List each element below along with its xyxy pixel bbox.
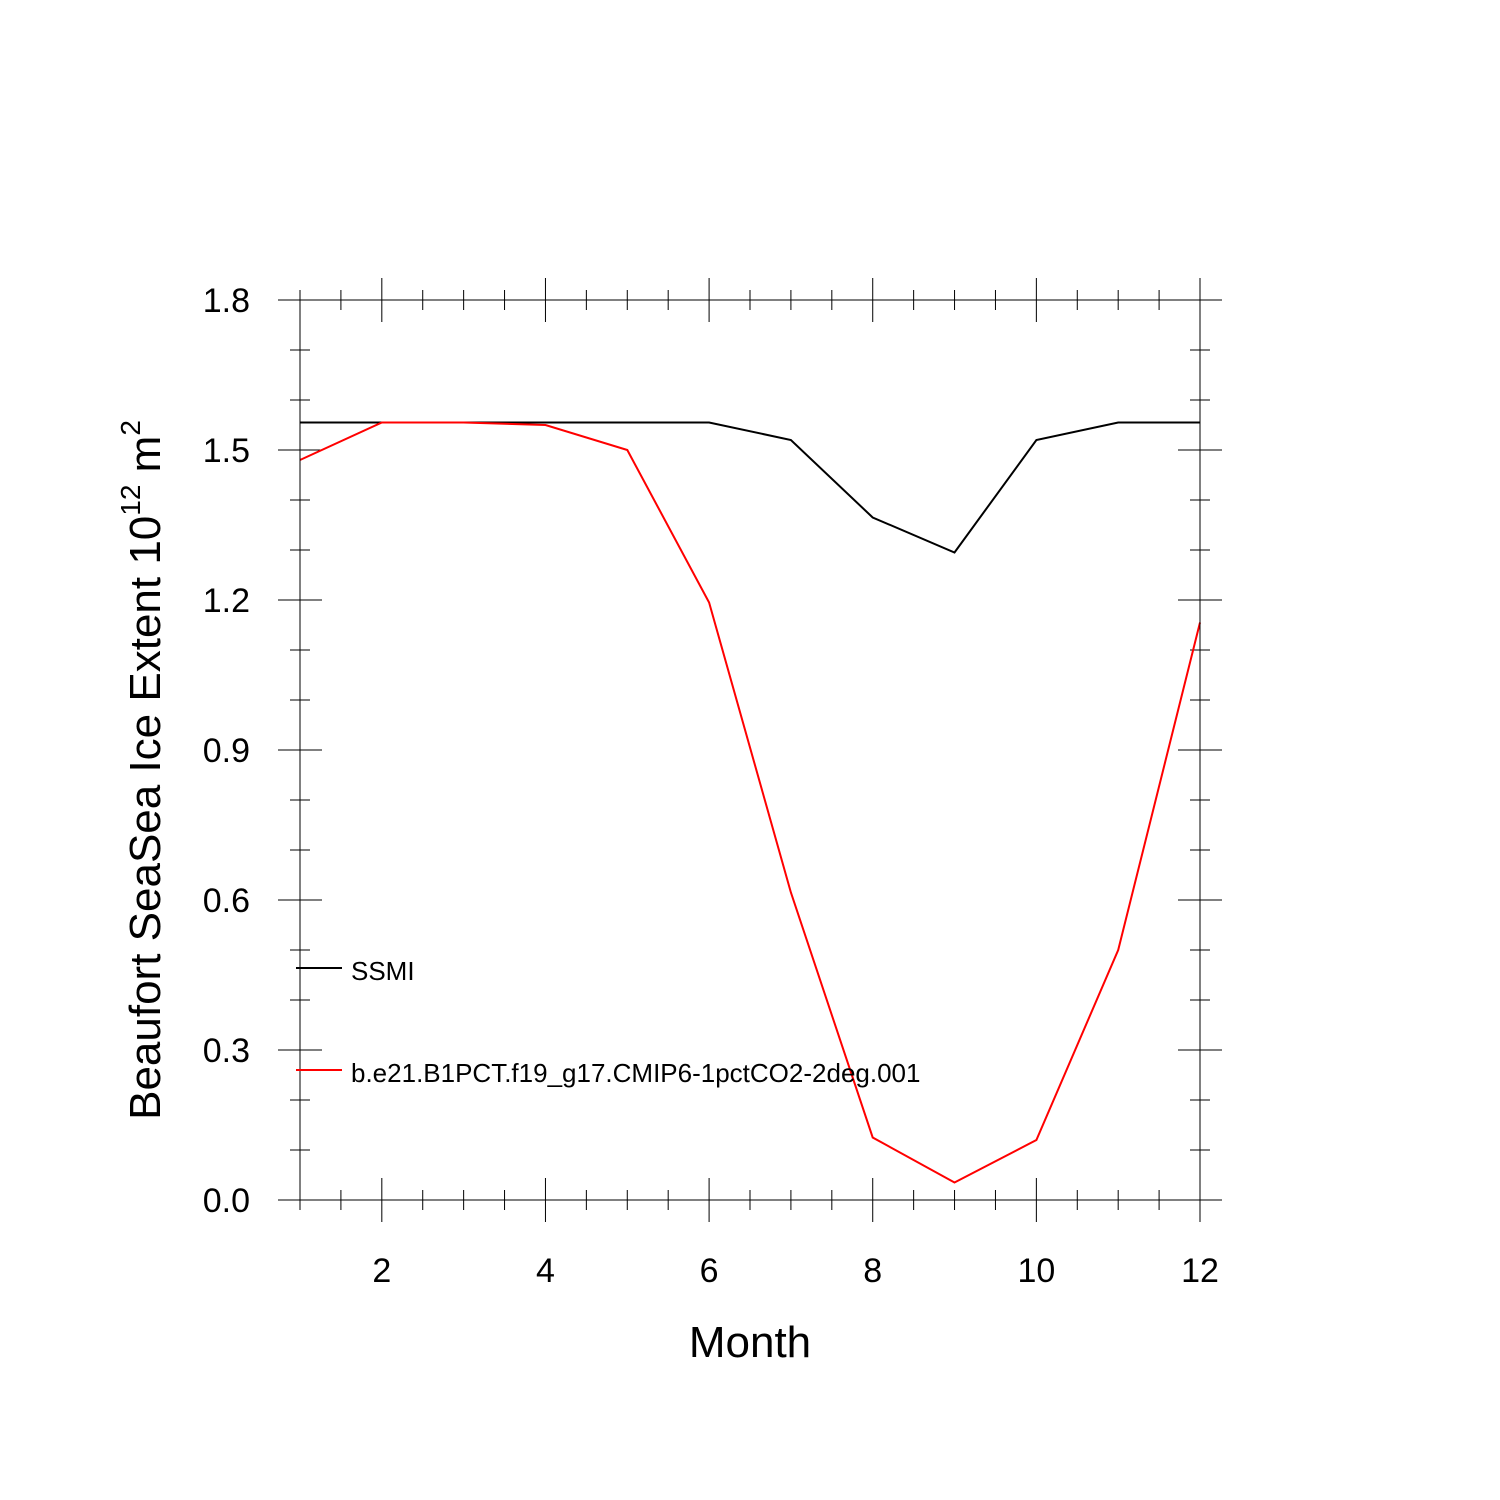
y-axis-label-main: Beaufort SeaSea Ice Extent 10: [121, 516, 170, 1120]
legend-label: b.e21.B1PCT.f19_g17.CMIP6-1pctCO2-2deg.0…: [351, 1058, 920, 1088]
y-tick-label: 0.9: [203, 732, 250, 770]
x-tick-label: 12: [1181, 1252, 1219, 1290]
y-axis-label-unit-exponent: 2: [115, 420, 146, 436]
legend-label: SSMI: [351, 956, 415, 986]
y-tick-label: 1.5: [203, 432, 250, 470]
y-tick-label: 0.0: [203, 1182, 250, 1220]
y-axis-label-exponent: 12: [115, 485, 146, 516]
y-tick-label: 1.8: [203, 282, 250, 320]
y-tick-label: 0.3: [203, 1032, 250, 1070]
x-tick-label: 6: [700, 1252, 719, 1290]
x-tick-label: 4: [536, 1252, 555, 1290]
x-axis-label: Month: [689, 1318, 811, 1367]
legend: SSMI b.e21.B1PCT.f19_g17.CMIP6-1pctCO2-2d…: [296, 956, 920, 1088]
y-tick-label: 1.2: [203, 582, 250, 620]
x-tick-label: 8: [863, 1252, 882, 1290]
y-tick-label: 0.6: [203, 882, 250, 920]
plot-frame: [299, 299, 1201, 1201]
series-line: [299, 421, 1201, 1184]
series-lines: [299, 421, 1201, 1184]
series-line: [300, 421, 1200, 554]
y-axis-label-unit: m: [121, 436, 170, 485]
axis-tick-labels: 2 4 6 8 10 12 0.0 0.3 0.6 0.9 1.2 1.5 1.8: [203, 282, 1219, 1290]
x-tick-label: 10: [1017, 1252, 1055, 1290]
y-axis-label: Beaufort SeaSea Ice Extent 1012 m2: [115, 420, 170, 1120]
x-tick-label: 2: [372, 1252, 391, 1290]
